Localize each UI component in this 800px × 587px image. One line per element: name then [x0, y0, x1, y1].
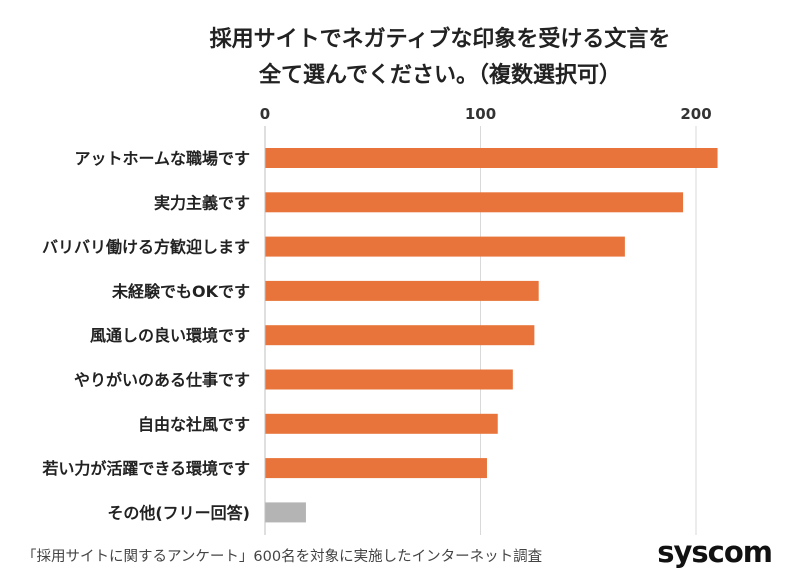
bar	[265, 325, 535, 346]
bar	[265, 148, 718, 168]
bar	[265, 502, 306, 523]
chart-title: 採用サイトでネガティブな印象を受ける文言を 全て選んでください。（複数選択可）	[0, 22, 800, 94]
category-label: バリバリ働ける方歓迎します	[42, 238, 250, 257]
category-label: アットホームな職場です	[74, 149, 250, 168]
bar	[265, 192, 684, 213]
category-label: 未経験でもOKです	[111, 282, 250, 301]
chart-title-line-2: 全て選んでください。（複数選択可）	[259, 63, 621, 88]
category-label: その他(フリー回答)	[107, 503, 250, 522]
chart-title-line-1: 採用サイトでネガティブな印象を受ける文言を	[209, 27, 671, 52]
x-tick-label: 0	[260, 105, 270, 123]
footnote: 「採用サイトに関するアンケート」600名を対象に実施したインターネット調査	[22, 549, 543, 565]
bar	[265, 413, 498, 434]
x-tick-label: 200	[680, 105, 711, 123]
x-tick-label: 100	[465, 105, 496, 123]
brand-logo: syscom	[657, 535, 773, 569]
bar	[265, 280, 539, 301]
bar	[265, 369, 513, 390]
bar	[265, 236, 625, 257]
bar	[265, 458, 487, 479]
category-label: 若い力が活躍できる環境です	[41, 459, 250, 478]
category-label: 風通しの良い環境です	[90, 326, 250, 345]
category-label: 自由な社風です	[138, 415, 250, 434]
category-label: やりがいのある仕事です	[74, 371, 250, 390]
category-label: 実力主義です	[154, 193, 250, 212]
